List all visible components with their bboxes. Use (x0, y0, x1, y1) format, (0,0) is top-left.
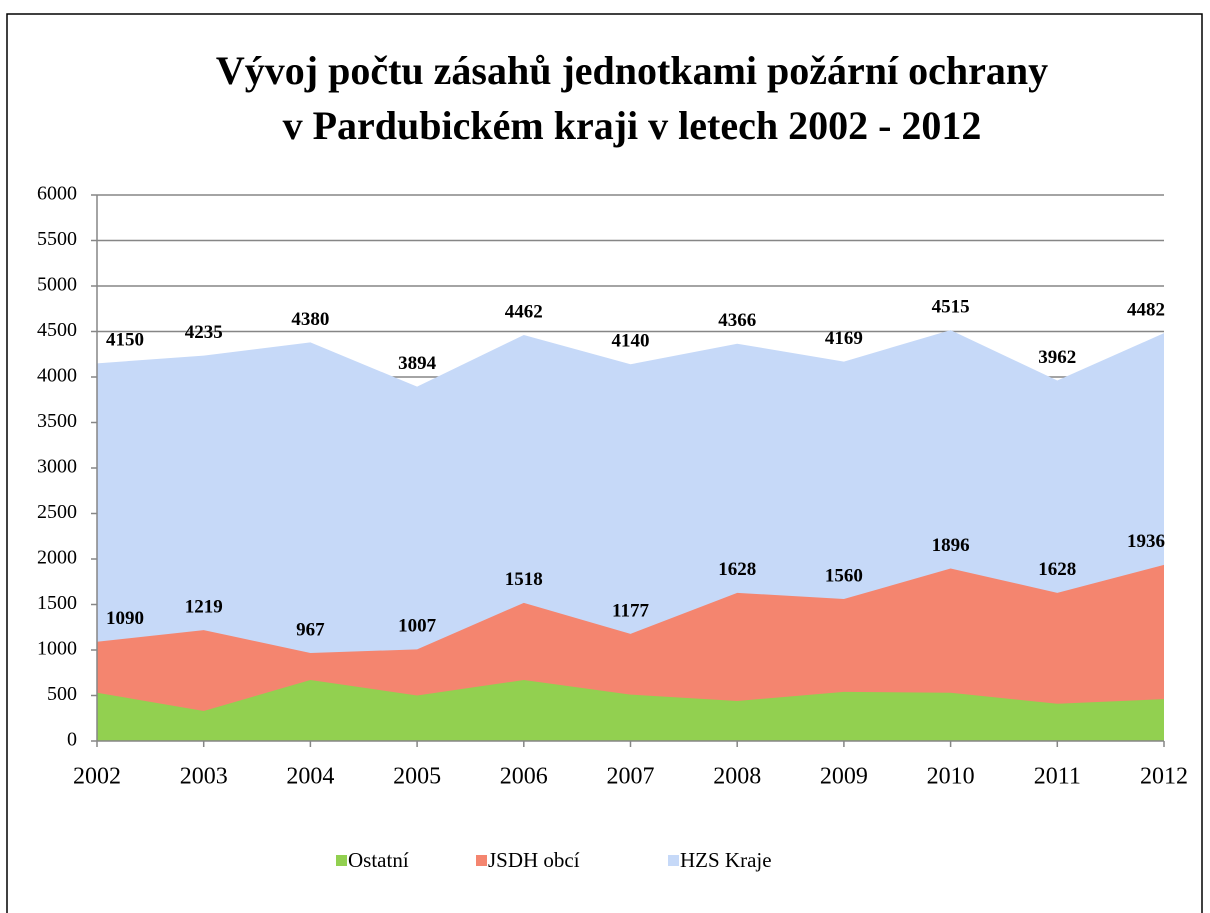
y-tick-label: 1500 (37, 592, 77, 614)
y-tick-label: 6000 (37, 183, 77, 205)
data-label: 1518 (505, 569, 543, 590)
data-label: 1219 (185, 596, 223, 617)
legend-swatch (668, 855, 679, 866)
y-tick-label: 5500 (37, 228, 77, 250)
chart-title: v Pardubickém kraji v letech 2002 - 2012 (283, 103, 982, 148)
chart-title: Vývoj počtu zásahů jednotkami požární oc… (216, 48, 1048, 93)
data-label: 1560 (825, 565, 863, 586)
data-label: 1007 (398, 616, 437, 637)
x-tick-label: 2005 (393, 764, 441, 790)
y-tick-label: 2000 (37, 547, 77, 569)
legend-label: JSDH obcí (488, 848, 580, 872)
data-label: 1896 (932, 535, 970, 556)
data-label: 4169 (825, 328, 863, 349)
data-label: 4140 (612, 331, 650, 352)
x-tick-label: 2009 (820, 764, 868, 790)
data-label: 1177 (612, 600, 649, 621)
x-tick-label: 2010 (927, 764, 975, 790)
data-label: 1090 (106, 608, 144, 629)
y-tick-label: 4000 (37, 365, 77, 387)
x-tick-label: 2007 (607, 764, 655, 790)
legend-label: HZS Kraje (680, 848, 772, 872)
y-tick-label: 3500 (37, 410, 77, 432)
data-label: 4515 (932, 296, 970, 317)
x-tick-label: 2011 (1034, 764, 1081, 790)
legend-swatch (336, 855, 347, 866)
legend-swatch (476, 855, 487, 866)
y-tick-label: 4500 (37, 319, 77, 341)
data-label: 4150 (106, 330, 144, 351)
data-label: 3962 (1038, 347, 1076, 368)
x-tick-label: 2004 (286, 764, 334, 790)
area (97, 680, 1164, 741)
data-label: 1936 (1127, 531, 1165, 552)
data-label: 4235 (185, 322, 223, 343)
legend-label: Ostatní (348, 848, 409, 872)
data-label: 4380 (291, 309, 329, 330)
y-tick-label: 5000 (37, 274, 77, 296)
x-tick-label: 2008 (713, 764, 761, 790)
y-tick-label: 2500 (37, 501, 77, 523)
x-tick-label: 2002 (73, 764, 121, 790)
data-label: 4462 (505, 301, 543, 322)
data-label: 1628 (718, 559, 756, 580)
data-label: 967 (296, 619, 325, 640)
x-tick-label: 2003 (180, 764, 228, 790)
data-label: 3894 (398, 353, 437, 374)
data-label: 4366 (718, 310, 756, 331)
data-label: 1628 (1038, 559, 1076, 580)
y-tick-label: 500 (47, 683, 77, 705)
y-tick-label: 0 (67, 729, 77, 751)
y-tick-label: 1000 (37, 638, 77, 660)
data-label: 4482 (1127, 299, 1165, 320)
x-tick-label: 2012 (1140, 764, 1188, 790)
x-tick-label: 2006 (500, 764, 548, 790)
y-tick-label: 3000 (37, 456, 77, 478)
